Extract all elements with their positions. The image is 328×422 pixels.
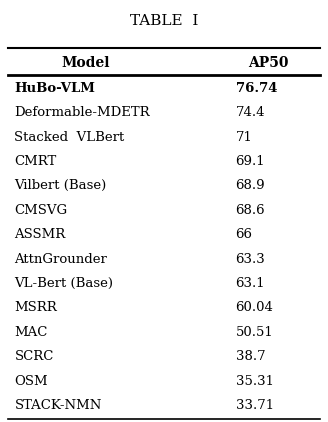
Text: 35.31: 35.31	[236, 375, 274, 387]
Text: 60.04: 60.04	[236, 301, 274, 314]
Text: Vilbert (Base): Vilbert (Base)	[14, 179, 107, 192]
Text: 68.9: 68.9	[236, 179, 265, 192]
Text: 74.4: 74.4	[236, 106, 265, 119]
Text: STACK-NMN: STACK-NMN	[14, 399, 102, 412]
Text: 69.1: 69.1	[236, 155, 265, 168]
Text: MAC: MAC	[14, 326, 48, 339]
Text: ASSMR: ASSMR	[14, 228, 66, 241]
Text: Deformable-MDETR: Deformable-MDETR	[14, 106, 150, 119]
Text: 66: 66	[236, 228, 253, 241]
Text: Stacked  VLBert: Stacked VLBert	[14, 130, 125, 143]
Text: CMSVG: CMSVG	[14, 204, 68, 217]
Text: OSM: OSM	[14, 375, 48, 387]
Text: TABLE  I: TABLE I	[130, 14, 198, 28]
Text: 63.1: 63.1	[236, 277, 265, 290]
Text: VL-Bert (Base): VL-Bert (Base)	[14, 277, 113, 290]
Text: 71: 71	[236, 130, 253, 143]
Text: CMRT: CMRT	[14, 155, 57, 168]
Text: 63.3: 63.3	[236, 252, 265, 265]
Text: 38.7: 38.7	[236, 350, 265, 363]
Text: AP50: AP50	[248, 56, 288, 70]
Text: 76.74: 76.74	[236, 82, 277, 95]
Text: SCRC: SCRC	[14, 350, 54, 363]
Text: 50.51: 50.51	[236, 326, 273, 339]
Text: 68.6: 68.6	[236, 204, 265, 217]
Text: Model: Model	[62, 56, 110, 70]
Text: MSRR: MSRR	[14, 301, 57, 314]
Text: HuBo-VLM: HuBo-VLM	[14, 82, 95, 95]
Text: AttnGrounder: AttnGrounder	[14, 252, 107, 265]
Text: 33.71: 33.71	[236, 399, 274, 412]
